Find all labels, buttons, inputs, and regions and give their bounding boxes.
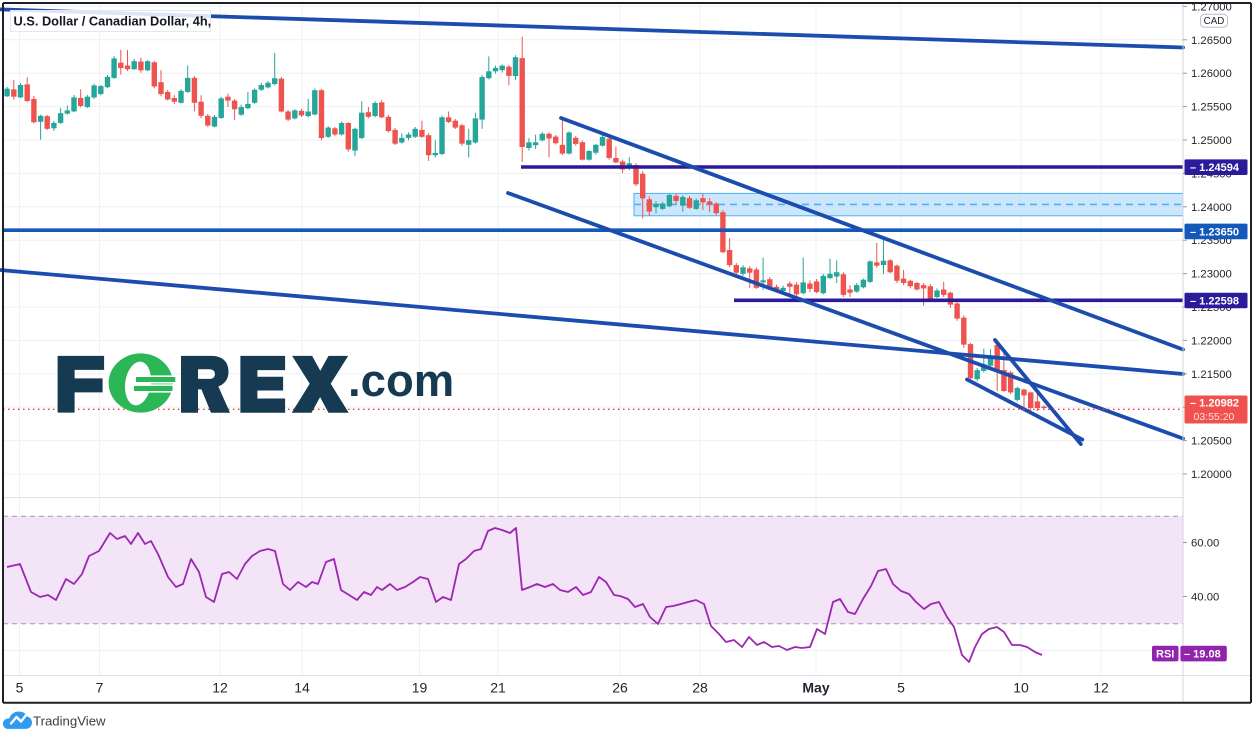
svg-text:.com: .com: [348, 355, 454, 406]
svg-text:60.00: 60.00: [1191, 538, 1219, 550]
svg-text:1.25000: 1.25000: [1191, 135, 1232, 147]
svg-text:5: 5: [16, 680, 24, 696]
svg-text:1.25500: 1.25500: [1191, 102, 1232, 114]
svg-text:26: 26: [612, 680, 628, 696]
svg-text:1.26000: 1.26000: [1191, 68, 1232, 80]
svg-text:1.23000: 1.23000: [1191, 269, 1232, 281]
svg-text:28: 28: [692, 680, 708, 696]
svg-text:12: 12: [212, 680, 228, 696]
svg-text:– 19.08: – 19.08: [1184, 649, 1221, 661]
svg-text:– 1.23650: – 1.23650: [1190, 226, 1239, 238]
svg-text:14: 14: [294, 680, 310, 696]
svg-text:1.27000: 1.27000: [1191, 1, 1232, 13]
svg-text:03:55:20: 03:55:20: [1194, 411, 1235, 423]
svg-text:RSI: RSI: [1156, 649, 1174, 661]
svg-text:1.24000: 1.24000: [1191, 202, 1232, 214]
svg-text:40.00: 40.00: [1191, 592, 1219, 604]
svg-text:1.26500: 1.26500: [1191, 35, 1232, 47]
svg-text:21: 21: [490, 680, 506, 696]
svg-text:U.S. Dollar / Canadian Dollar,: U.S. Dollar / Canadian Dollar, 4h,: [14, 14, 212, 29]
svg-text:10: 10: [1013, 680, 1029, 696]
svg-text:1.20500: 1.20500: [1191, 436, 1232, 448]
svg-text:May: May: [802, 680, 829, 696]
svg-text:7: 7: [96, 680, 104, 696]
svg-text:1.21500: 1.21500: [1191, 369, 1232, 381]
svg-text:– 1.20982: – 1.20982: [1190, 398, 1239, 410]
svg-text:1.20000: 1.20000: [1191, 469, 1232, 481]
svg-text:TradingView: TradingView: [33, 714, 106, 729]
svg-text:CAD: CAD: [1204, 16, 1225, 27]
svg-text:– 1.22598: – 1.22598: [1190, 295, 1239, 307]
svg-text:5: 5: [897, 680, 905, 696]
svg-text:1.22000: 1.22000: [1191, 335, 1232, 347]
svg-text:19: 19: [412, 680, 428, 696]
svg-text:12: 12: [1093, 680, 1109, 696]
svg-text:– 1.24594: – 1.24594: [1190, 162, 1240, 174]
